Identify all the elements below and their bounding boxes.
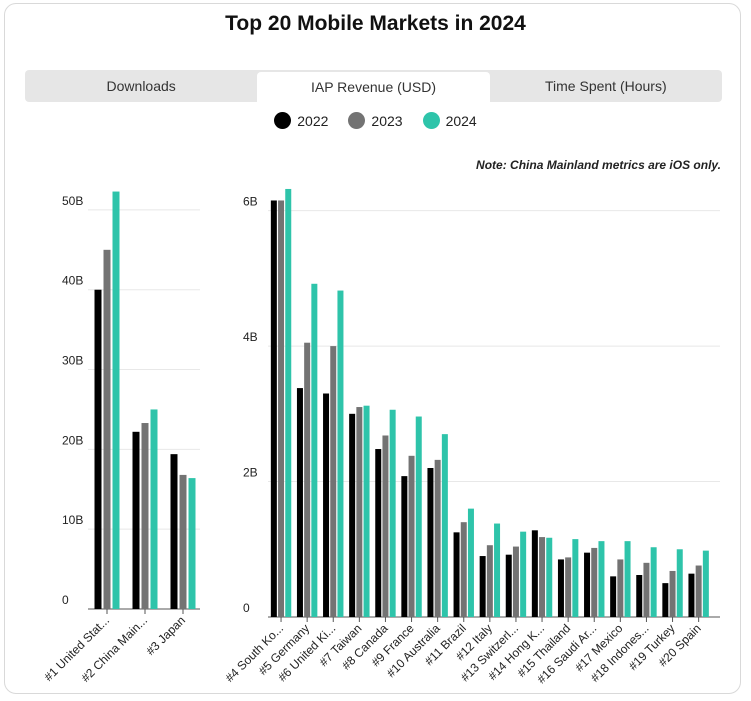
legend-item-2022[interactable]: 2022 bbox=[274, 112, 328, 129]
y-tick-label: 50B bbox=[62, 194, 83, 208]
bar-2023 bbox=[330, 346, 337, 617]
bar-2022 bbox=[453, 532, 460, 617]
tab-time-spent[interactable]: Time Spent (Hours) bbox=[545, 78, 667, 94]
bar-2023 bbox=[512, 546, 519, 617]
bar-2024 bbox=[702, 550, 709, 617]
y-tick-label: 20B bbox=[62, 433, 83, 447]
bar-2022 bbox=[323, 393, 330, 617]
bar-2024 bbox=[389, 409, 396, 617]
bar-2022 bbox=[557, 559, 564, 617]
legend-label-2022: 2022 bbox=[297, 112, 329, 129]
bar-2022 bbox=[479, 556, 486, 617]
bar-2024 bbox=[467, 508, 474, 617]
chart-note: Note: China Mainland metrics are iOS onl… bbox=[476, 158, 721, 172]
bar-2022 bbox=[349, 413, 356, 617]
bar-2024 bbox=[285, 188, 292, 618]
bar-2024 bbox=[363, 405, 370, 617]
bar-2023 bbox=[643, 562, 650, 617]
metric-tabs: Downloads IAP Revenue (USD) Time Spent (… bbox=[25, 70, 722, 102]
bar-2022 bbox=[688, 573, 695, 617]
bar-2023 bbox=[304, 342, 311, 617]
bar-2022 bbox=[296, 388, 303, 617]
bar-2024 bbox=[337, 290, 344, 617]
bar-2023 bbox=[617, 559, 624, 617]
tab-iap-revenue[interactable]: IAP Revenue (USD) bbox=[257, 72, 490, 102]
y-tick-label: 30B bbox=[62, 354, 83, 368]
bar-2022 bbox=[505, 554, 512, 617]
bar-2023 bbox=[591, 547, 598, 617]
legend-item-2023[interactable]: 2023 bbox=[348, 112, 403, 129]
bar-2023 bbox=[179, 474, 187, 609]
chart-title: Top 20 Mobile Markets in 2024 bbox=[225, 12, 526, 35]
bar-2024 bbox=[311, 283, 318, 617]
y-tick-label: 10B bbox=[62, 513, 83, 527]
bar-2023 bbox=[539, 537, 546, 617]
bar-2022 bbox=[401, 476, 408, 617]
bar-2023 bbox=[141, 423, 149, 609]
legend-item-2024[interactable]: 2024 bbox=[422, 112, 477, 129]
bar-2023 bbox=[103, 249, 111, 609]
bar-2024 bbox=[415, 416, 422, 617]
y-tick-label: 40B bbox=[62, 274, 83, 288]
x-category-label: #3 Japan bbox=[143, 613, 188, 658]
bar-2024 bbox=[572, 539, 579, 617]
bar-2024 bbox=[650, 547, 657, 617]
legend-label-2024: 2024 bbox=[445, 112, 477, 129]
bar-2024 bbox=[546, 537, 553, 617]
bar-2023 bbox=[382, 435, 389, 617]
bar-2024 bbox=[520, 531, 527, 617]
bar-2023 bbox=[408, 455, 415, 617]
legend-swatch-2024 bbox=[422, 112, 440, 129]
legend-swatch-2022 bbox=[274, 112, 292, 129]
bar-2023 bbox=[695, 565, 702, 617]
x-category-label: #1 United Stat... bbox=[41, 613, 112, 684]
y-tick-label: 2B bbox=[243, 466, 258, 480]
bar-2024 bbox=[676, 549, 683, 617]
bar-2024 bbox=[150, 409, 158, 609]
bar-2022 bbox=[375, 449, 382, 617]
bar-2022 bbox=[531, 530, 538, 617]
legend-swatch-2023 bbox=[348, 112, 366, 129]
legend-label-2023: 2023 bbox=[371, 112, 403, 129]
bar-2024 bbox=[188, 478, 196, 609]
bar-2022 bbox=[584, 552, 591, 617]
bar-2023 bbox=[434, 459, 441, 617]
bar-2023 bbox=[278, 200, 285, 617]
bar-2022 bbox=[427, 468, 434, 617]
bar-2022 bbox=[270, 200, 277, 617]
bar-2023 bbox=[486, 545, 493, 617]
bar-2022 bbox=[636, 575, 643, 617]
legend: 2022 2023 2024 bbox=[0, 112, 751, 129]
bar-2024 bbox=[441, 434, 448, 617]
bar-2023 bbox=[460, 522, 467, 617]
y-tick-label: 6B bbox=[243, 195, 258, 209]
y-tick-label: 0 bbox=[62, 593, 69, 607]
bar-2023 bbox=[356, 407, 363, 617]
bar-2022 bbox=[170, 454, 178, 609]
bar-2022 bbox=[94, 289, 102, 609]
bar-2023 bbox=[565, 557, 572, 617]
x-category-label: #2 China Main... bbox=[78, 613, 150, 685]
bar-2024 bbox=[112, 191, 120, 609]
bar-2022 bbox=[132, 431, 140, 609]
bar-2024 bbox=[494, 523, 501, 617]
bar-2024 bbox=[598, 541, 605, 617]
bar-2023 bbox=[669, 570, 676, 617]
bar-2022 bbox=[610, 576, 617, 617]
bar-2024 bbox=[624, 541, 631, 617]
y-tick-label: 0 bbox=[243, 601, 250, 615]
bar-2022 bbox=[662, 583, 669, 617]
y-tick-label: 4B bbox=[243, 330, 258, 344]
tab-downloads[interactable]: Downloads bbox=[106, 78, 176, 94]
